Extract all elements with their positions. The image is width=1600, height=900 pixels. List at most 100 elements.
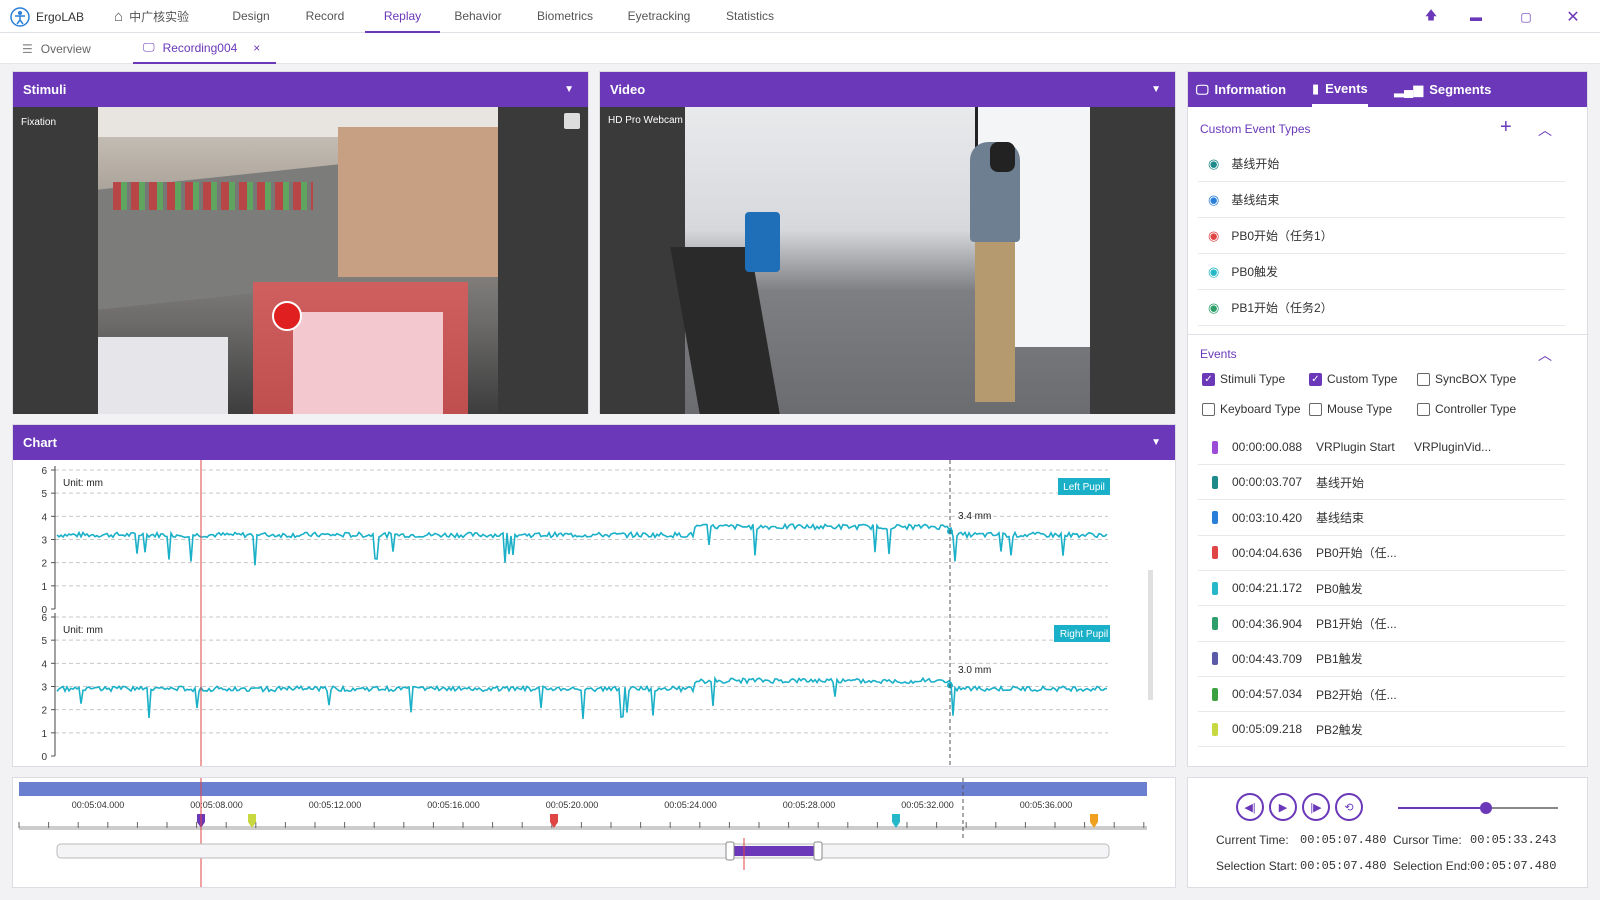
event-row[interactable]: 00:04:04.636 PB0开始（任... <box>1198 536 1565 571</box>
custom-type-row[interactable]: ◉ 基线开始 <box>1198 146 1565 182</box>
custom-type-row[interactable]: ◉ PB1开始（任务2） <box>1198 290 1565 326</box>
playback-panel: ◀| ▶ |▶ ⟲ Current Time: 00:05:07.480 Cur… <box>1187 777 1588 888</box>
series-badge-label: Left Pupil <box>1063 482 1105 493</box>
checkbox-box[interactable] <box>1309 402 1322 416</box>
fullscreen-icon[interactable] <box>564 113 580 129</box>
checkbox-box[interactable]: ✓ <box>1202 372 1215 386</box>
stimuli-mode: Fixation <box>21 117 57 128</box>
time-tick-label: 00:05:24.000 <box>664 800 717 810</box>
tab-recording[interactable]: 🖵 Recording004 × <box>133 33 276 64</box>
y-tick-label: 6 <box>41 466 47 477</box>
event-row[interactable]: 00:05:09.218 PB2触发 <box>1198 712 1565 748</box>
nav-record[interactable]: Record <box>305 9 345 23</box>
filter-checkbox[interactable]: ✓ Custom Type <box>1309 372 1397 386</box>
tab-information-label: Information <box>1214 82 1287 97</box>
loop-button[interactable]: ⟲ <box>1335 793 1363 821</box>
video-viewport[interactable]: HD Pro Webcam C920 <box>600 107 1175 414</box>
segments-icon: ▂▄▆ <box>1394 82 1424 97</box>
eye-icon[interactable]: ◉ <box>1208 191 1220 207</box>
eye-icon[interactable]: ◉ <box>1208 299 1220 315</box>
home-project[interactable]: ⌂ 中广核实验 <box>114 0 189 33</box>
filter-checkbox[interactable]: ✓ Stimuli Type <box>1202 372 1285 386</box>
play-button[interactable]: ▶ <box>1269 793 1297 821</box>
event-marker[interactable] <box>550 814 558 828</box>
volume-slider[interactable] <box>1398 802 1558 814</box>
event-list: 00:00:00.088 VRPlugin Start VRPluginVid...… <box>1188 430 1587 750</box>
app-logo: ErgoLAB <box>10 0 84 33</box>
tab-segments[interactable]: ▂▄▆ Segments <box>1394 72 1491 107</box>
nav-design[interactable]: Design <box>232 9 270 23</box>
collapse-icon[interactable]: ︿ <box>1538 122 1552 138</box>
maximize-icon[interactable]: ▢ <box>1520 9 1532 24</box>
y-tick-label: 4 <box>41 512 47 523</box>
tab-information[interactable]: 🖵 Information <box>1196 72 1286 107</box>
step-forward-button[interactable]: |▶ <box>1302 793 1330 821</box>
minimize-icon[interactable]: ▬ <box>1470 9 1482 24</box>
eye-icon[interactable]: ◉ <box>1208 155 1220 171</box>
custom-type-row[interactable]: ◉ PB0开始（任务1） <box>1198 218 1565 254</box>
nav-biometrics[interactable]: Biometrics <box>536 9 593 23</box>
tab-events[interactable]: ▮ Events <box>1312 72 1368 107</box>
event-time: 00:05:09.218 <box>1232 722 1303 737</box>
checkbox-box[interactable] <box>1417 372 1430 386</box>
add-icon[interactable]: + <box>1500 116 1512 138</box>
chevron-down-icon[interactable]: ▼ <box>1151 437 1161 448</box>
close-icon[interactable]: ✕ <box>1566 8 1580 26</box>
filter-label: Keyboard Type <box>1220 402 1301 416</box>
event-row[interactable]: 00:00:00.088 VRPlugin Start VRPluginVid... <box>1198 430 1565 465</box>
filter-checkbox[interactable]: Mouse Type <box>1309 402 1392 416</box>
event-row[interactable]: 00:04:57.034 PB2开始（任... <box>1198 677 1565 713</box>
event-marker-icon <box>1212 652 1218 666</box>
timeline[interactable]: 00:05:04.000 00:05:08.000 00:05:12.000 00:0… <box>13 778 1175 887</box>
event-marker-icon <box>1212 546 1218 560</box>
tab-close-icon[interactable]: × <box>253 40 261 55</box>
nav-behavior[interactable]: Behavior <box>454 9 502 23</box>
collapse-icon[interactable]: ︿ <box>1538 347 1552 363</box>
eye-icon[interactable]: ◉ <box>1208 263 1220 279</box>
nav-replay[interactable]: Replay <box>365 0 440 33</box>
event-row[interactable]: 00:00:03.707 基线开始 <box>1198 465 1565 501</box>
checkbox-box[interactable] <box>1417 402 1430 416</box>
range-handle-right[interactable] <box>813 841 823 861</box>
step-back-button[interactable]: ◀| <box>1236 793 1264 821</box>
filter-checkbox[interactable]: Controller Type <box>1417 402 1516 416</box>
range-selection[interactable] <box>733 846 815 856</box>
chevron-down-icon[interactable]: ▼ <box>1151 84 1161 95</box>
chart-title: Chart <box>23 435 57 450</box>
event-filters: ✓ Stimuli Type ✓ Custom Type SyncBOX Type Key… <box>1188 372 1587 432</box>
stimuli-viewport[interactable]: Fixation <box>13 107 588 414</box>
event-marker-icon <box>1212 581 1218 595</box>
eye-icon[interactable]: ◉ <box>1208 227 1220 243</box>
time-tick-label: 00:05:16.000 <box>427 800 480 810</box>
checkbox-box[interactable]: ✓ <box>1309 372 1322 386</box>
nav-statistics[interactable]: Statistics <box>725 9 774 23</box>
event-row[interactable]: 00:04:36.904 PB1开始（任... <box>1198 607 1565 642</box>
cursor-time-label: Cursor Time: <box>1393 833 1462 847</box>
y-tick-label: 0 <box>41 752 47 763</box>
event-row[interactable]: 00:04:21.172 PB0触发 <box>1198 571 1565 607</box>
range-handle-left[interactable] <box>725 841 735 861</box>
event-marker[interactable] <box>248 814 256 828</box>
event-row[interactable]: 00:03:10.420 基线结束 <box>1198 501 1565 536</box>
upload-icon[interactable]: 🡅 <box>1424 8 1438 22</box>
video-panel: Video ▼ HD Pro Webcam C920 <box>599 71 1176 414</box>
custom-type-row[interactable]: ◉ PB0触发 <box>1198 254 1565 290</box>
y-tick-label: 4 <box>41 659 47 670</box>
chart-scrollbar[interactable] <box>1148 570 1153 700</box>
filter-checkbox[interactable]: SyncBOX Type <box>1417 372 1516 386</box>
checkbox-box[interactable] <box>1202 402 1215 416</box>
event-time: 00:03:10.420 <box>1232 510 1303 525</box>
custom-type-row[interactable]: ◉ 基线结束 <box>1198 182 1565 218</box>
range-scrollbar[interactable] <box>56 843 1110 859</box>
filter-checkbox[interactable]: Keyboard Type <box>1202 402 1301 416</box>
unit-label: Unit: mm <box>63 625 103 636</box>
nav-eyetracking[interactable]: Eyetracking <box>627 9 691 23</box>
event-name: VRPlugin Start <box>1316 440 1395 454</box>
event-marker[interactable] <box>892 814 900 828</box>
chevron-down-icon[interactable]: ▼ <box>564 84 574 95</box>
event-marker[interactable] <box>1090 814 1098 828</box>
pupil-chart[interactable]: 0 1 2 3 4 5 6 Unit: mm Left Pupil 3.4 mm 0 1 2 3 4 5 6 Un… <box>13 460 1175 766</box>
event-row[interactable]: 00:04:43.709 PB1触发 <box>1198 642 1565 677</box>
timeline-bar[interactable] <box>19 782 1147 796</box>
tab-overview[interactable]: ☰ Overview <box>12 33 101 64</box>
